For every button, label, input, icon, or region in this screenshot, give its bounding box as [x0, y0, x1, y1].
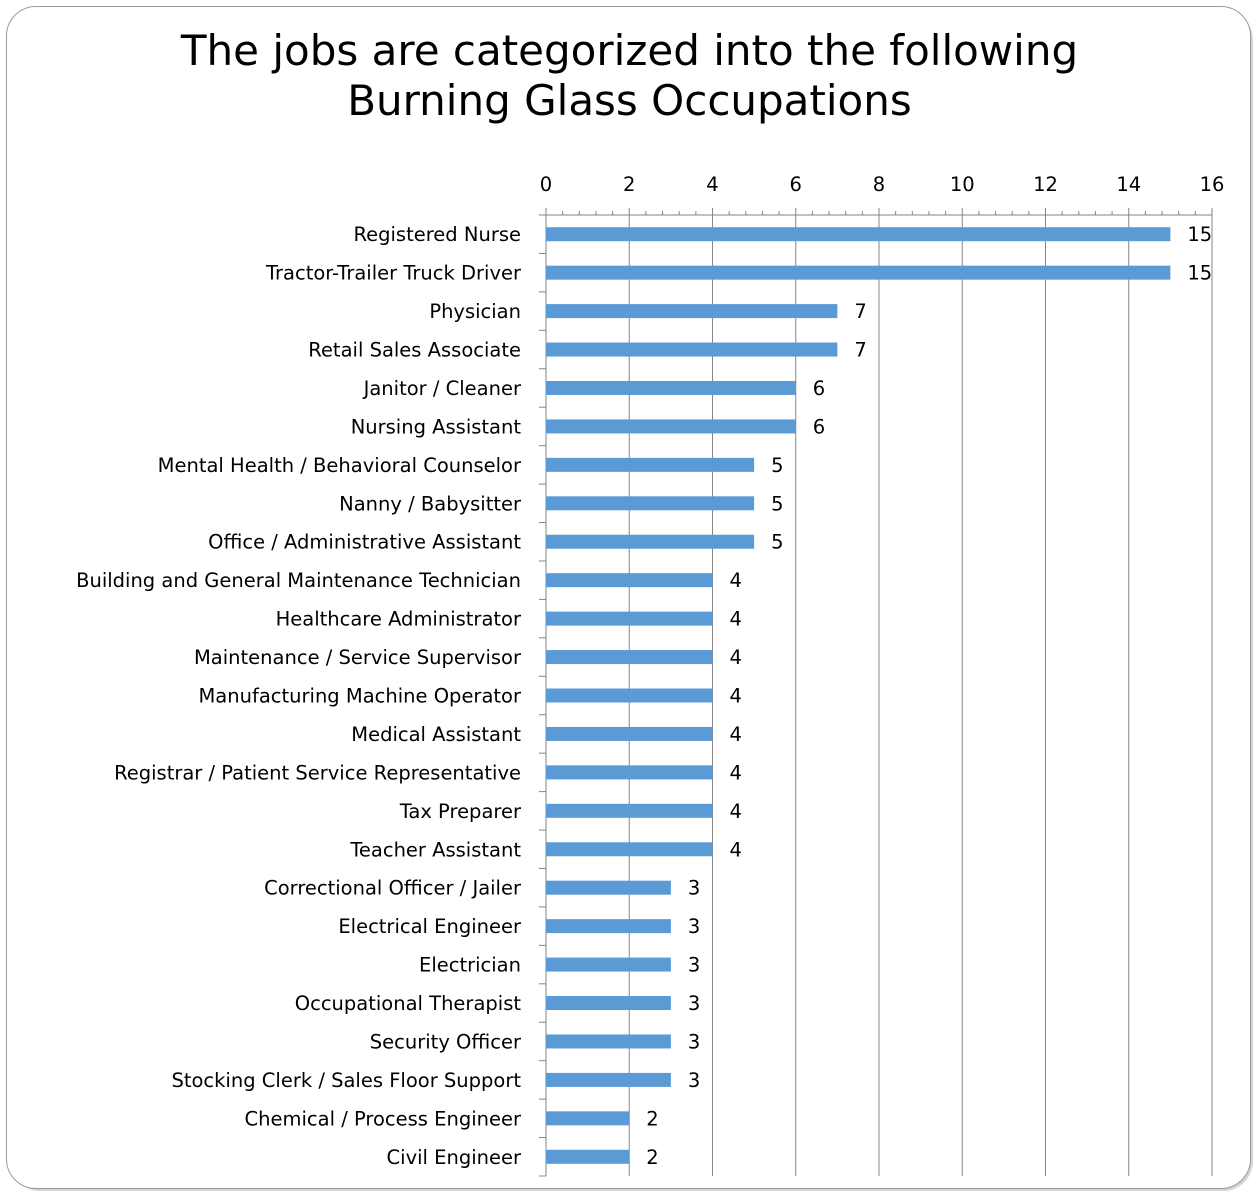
- category-label: Mental Health / Behavioral Counselor: [158, 454, 522, 477]
- category-label: Physician: [429, 300, 521, 323]
- bar: [546, 1034, 671, 1049]
- bar: [546, 957, 671, 972]
- data-label: 5: [771, 454, 783, 477]
- bar: [546, 573, 713, 588]
- bar: [546, 457, 755, 472]
- bar: [546, 803, 713, 818]
- category-label: Registered Nurse: [353, 223, 521, 246]
- bar: [546, 1111, 630, 1126]
- data-label: 2: [646, 1146, 658, 1169]
- data-label: 6: [813, 415, 825, 438]
- x-tick-label: 4: [706, 173, 718, 196]
- x-tick-label: 8: [873, 173, 885, 196]
- x-tick-label: 12: [1033, 173, 1058, 196]
- chart-title-line-2: Burning Glass Occupations: [347, 76, 912, 125]
- data-label: 5: [771, 492, 783, 515]
- value-axis: 0 2 4 6 8 10 12 14 16: [539, 173, 1225, 1177]
- bars: [546, 227, 1171, 1164]
- category-label: Tax Preparer: [399, 800, 522, 823]
- category-label: Electrician: [419, 954, 521, 977]
- bar: [546, 419, 796, 434]
- data-label: 4: [730, 838, 742, 861]
- bar: [546, 534, 755, 549]
- data-label: 3: [688, 992, 700, 1015]
- data-label: 4: [730, 646, 742, 669]
- category-labels: Registered Nurse Tractor-Trailer Truck Dr…: [76, 223, 522, 1169]
- data-label: 3: [688, 915, 700, 938]
- data-label: 4: [730, 608, 742, 631]
- x-tick-label: 16: [1200, 173, 1225, 196]
- bar: [546, 650, 713, 665]
- category-label: Nursing Assistant: [351, 415, 522, 438]
- category-label: Office / Administrative Assistant: [208, 531, 521, 554]
- category-label: Medical Assistant: [351, 723, 521, 746]
- data-label: 4: [730, 569, 742, 592]
- x-tick-label: 14: [1116, 173, 1141, 196]
- data-label: 4: [730, 761, 742, 784]
- category-label: Occupational Therapist: [295, 992, 522, 1015]
- x-tick-label: 10: [950, 173, 975, 196]
- data-label: 4: [730, 685, 742, 708]
- bar: [546, 1072, 671, 1087]
- data-labels: 15 15 7 7 6 6 5 5 5 4 4 4 4 4 4 4 4 3 3 3 3 3 3 2 2: [646, 223, 1212, 1169]
- category-label: Chemical / Process Engineer: [245, 1107, 522, 1130]
- category-label: Tractor-Trailer Truck Driver: [265, 262, 522, 285]
- category-label: Teacher Assistant: [349, 838, 521, 861]
- data-label: 3: [688, 954, 700, 977]
- data-label: 5: [771, 531, 783, 554]
- data-label: 2: [646, 1107, 658, 1130]
- bar: [546, 842, 713, 857]
- category-label: Registrar / Patient Service Representati…: [114, 761, 521, 784]
- bar: [546, 1149, 630, 1164]
- x-tick-label: 6: [790, 173, 802, 196]
- bar: [546, 765, 713, 780]
- chart-title: The jobs are categorized into the follow…: [0, 26, 1259, 126]
- bar: [546, 342, 838, 357]
- category-label: Civil Engineer: [387, 1146, 522, 1169]
- bar: [546, 880, 671, 895]
- bar: [546, 919, 671, 934]
- category-label: Healthcare Administrator: [276, 608, 522, 631]
- category-label: Nanny / Babysitter: [339, 492, 522, 515]
- data-label: 3: [688, 877, 700, 900]
- category-label: Building and General Maintenance Technic…: [76, 569, 521, 592]
- category-label: Maintenance / Service Supervisor: [194, 646, 522, 669]
- category-label: Stocking Clerk / Sales Floor Support: [171, 1069, 521, 1092]
- bar: [546, 996, 671, 1011]
- data-label: 4: [730, 723, 742, 746]
- x-tick-label: 0: [540, 173, 552, 196]
- bar: [546, 380, 796, 395]
- x-tick-label: 2: [623, 173, 635, 196]
- data-label: 7: [854, 339, 866, 362]
- data-label: 15: [1187, 223, 1212, 246]
- data-label: 6: [813, 377, 825, 400]
- category-label: Retail Sales Associate: [308, 339, 521, 362]
- category-label: Security Officer: [370, 1030, 522, 1053]
- data-label: 4: [730, 800, 742, 823]
- bar: [546, 726, 713, 741]
- category-label: Electrical Engineer: [338, 915, 522, 938]
- data-label: 7: [854, 300, 866, 323]
- category-label: Manufacturing Machine Operator: [198, 685, 521, 708]
- data-label: 3: [688, 1069, 700, 1092]
- bar: [546, 496, 755, 511]
- bar: [546, 265, 1171, 280]
- gridlines: [628, 215, 1213, 1176]
- bar: [546, 304, 838, 319]
- slide-frame: [6, 6, 1251, 1189]
- chart-title-line-1: The jobs are categorized into the follow…: [180, 26, 1079, 75]
- category-label: Correctional Officer / Jailer: [264, 877, 522, 900]
- data-label: 3: [688, 1030, 700, 1053]
- bar: [546, 227, 1171, 242]
- category-label: Janitor / Cleaner: [362, 377, 522, 400]
- data-label: 15: [1187, 262, 1212, 285]
- bar: [546, 611, 713, 626]
- bar: [546, 688, 713, 703]
